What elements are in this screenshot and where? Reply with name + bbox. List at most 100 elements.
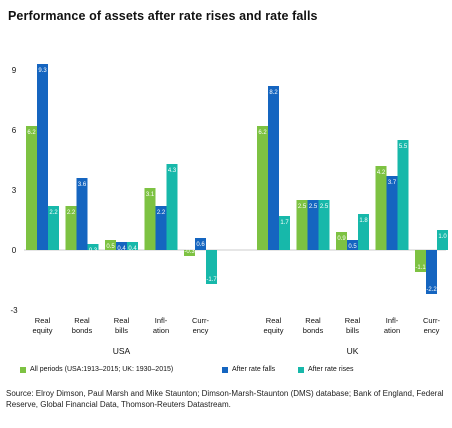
data-label: 0.5 [106, 244, 115, 250]
legend-item-after-rate-rises: After rate rises [298, 366, 354, 373]
category-label-line: Real [114, 316, 130, 325]
category-label-line: ation [384, 326, 400, 335]
category-label: Real bonds [303, 316, 324, 335]
category-label: Infl-ation [384, 316, 400, 335]
category-label: Curr-ency [423, 316, 441, 335]
y-tick-label: 0 [12, 246, 17, 255]
bar [166, 164, 178, 250]
category-label-line: Infl- [386, 316, 399, 325]
data-label: 0.3 [89, 248, 98, 254]
data-label: 2.2 [67, 210, 76, 216]
category-label-line: Real [266, 316, 282, 325]
legend-item-after-rate-falls: After rate falls [222, 366, 275, 373]
category-label-line: bonds [303, 326, 324, 335]
data-label: 1.0 [438, 234, 447, 240]
category-label-line: equity [32, 326, 52, 335]
legend-swatch [298, 366, 304, 373]
bar [48, 206, 59, 250]
category-label: Real bills [345, 316, 361, 335]
data-label: -1.7 [206, 277, 217, 283]
bar [397, 140, 409, 250]
data-label: 2.5 [320, 204, 329, 210]
data-label: 0.4 [128, 246, 137, 252]
category-label-line: ency [193, 326, 209, 335]
bar [206, 250, 217, 284]
data-label: 0.4 [117, 246, 126, 252]
bar [116, 242, 127, 250]
bar [386, 176, 398, 250]
bar [336, 232, 347, 250]
category-label-line: equity [263, 326, 283, 335]
category-label-line: ation [153, 326, 169, 335]
bar [307, 200, 319, 250]
bar [184, 250, 195, 256]
bar [76, 178, 88, 250]
bar [318, 200, 330, 250]
data-label: 2.2 [157, 210, 166, 216]
data-label: 6.2 [27, 130, 36, 136]
bar [296, 200, 308, 250]
y-tick-label: 9 [12, 66, 17, 75]
bar [347, 240, 358, 250]
category-label-line: Real [305, 316, 321, 325]
y-tick-label: 3 [12, 186, 17, 195]
category-label-line: bills [115, 326, 128, 335]
bar [437, 230, 448, 250]
bar [144, 188, 156, 250]
category-label-line: Real [35, 316, 51, 325]
bar [127, 242, 138, 250]
source-note: Source: Elroy Dimson, Paul Marsh and Mik… [6, 389, 444, 409]
data-label: -1.1 [415, 265, 426, 271]
chart-title: Performance of assets after rate rises a… [8, 9, 318, 23]
group-label: USA [113, 346, 131, 356]
category-label: Infl-ation [153, 316, 169, 335]
bar [155, 206, 167, 250]
category-label: Real equity [32, 316, 52, 335]
y-tick-label: -3 [10, 306, 18, 315]
data-label: 0.6 [196, 242, 205, 248]
data-label: 5.5 [399, 144, 408, 150]
legend-item-all-periods: All periods (USA:1913–2015; UK: 1930–201… [20, 366, 173, 373]
bar [279, 216, 290, 250]
data-label: 9.3 [38, 68, 47, 74]
category-label-line: bonds [72, 326, 93, 335]
category-label-line: Curr- [423, 316, 441, 325]
bar [195, 238, 206, 250]
category-label-line: Real [345, 316, 361, 325]
data-label: 1.7 [280, 220, 289, 226]
data-label: 2.5 [309, 204, 318, 210]
group-label: UK [347, 346, 359, 356]
category-label: Real bills [114, 316, 130, 335]
data-label: 4.2 [377, 170, 386, 176]
bar [87, 244, 99, 250]
bar [268, 86, 279, 250]
data-label: 0.5 [348, 244, 357, 250]
data-label: 0.9 [337, 236, 346, 242]
data-label: 3.7 [388, 180, 397, 186]
bar [37, 64, 48, 250]
data-label: 1.8 [359, 218, 368, 224]
data-label: 3.6 [78, 182, 87, 188]
category-label-line: Curr- [192, 316, 210, 325]
data-label: 8.2 [269, 90, 278, 96]
category-label: Real equity [263, 316, 283, 335]
category-label-line: ency [424, 326, 440, 335]
category-label-line: Infl- [155, 316, 168, 325]
bar [105, 240, 116, 250]
category-label-line: bills [346, 326, 359, 335]
data-label: -2.2 [426, 287, 437, 293]
data-label: -0.3 [184, 249, 195, 255]
bar [415, 250, 426, 272]
legend-label: After rate falls [232, 366, 276, 373]
data-label: 6.2 [258, 130, 267, 136]
data-label: 4.3 [168, 168, 177, 174]
legend-swatch [20, 366, 26, 373]
bar [257, 126, 268, 250]
y-tick-label: 6 [12, 126, 17, 135]
legend-label: All periods (USA:1913–2015; UK: 1930–201… [30, 366, 174, 373]
bar [426, 250, 437, 294]
bar [375, 166, 387, 250]
data-label: 3.1 [146, 192, 155, 198]
legend-label: After rate rises [308, 366, 354, 373]
